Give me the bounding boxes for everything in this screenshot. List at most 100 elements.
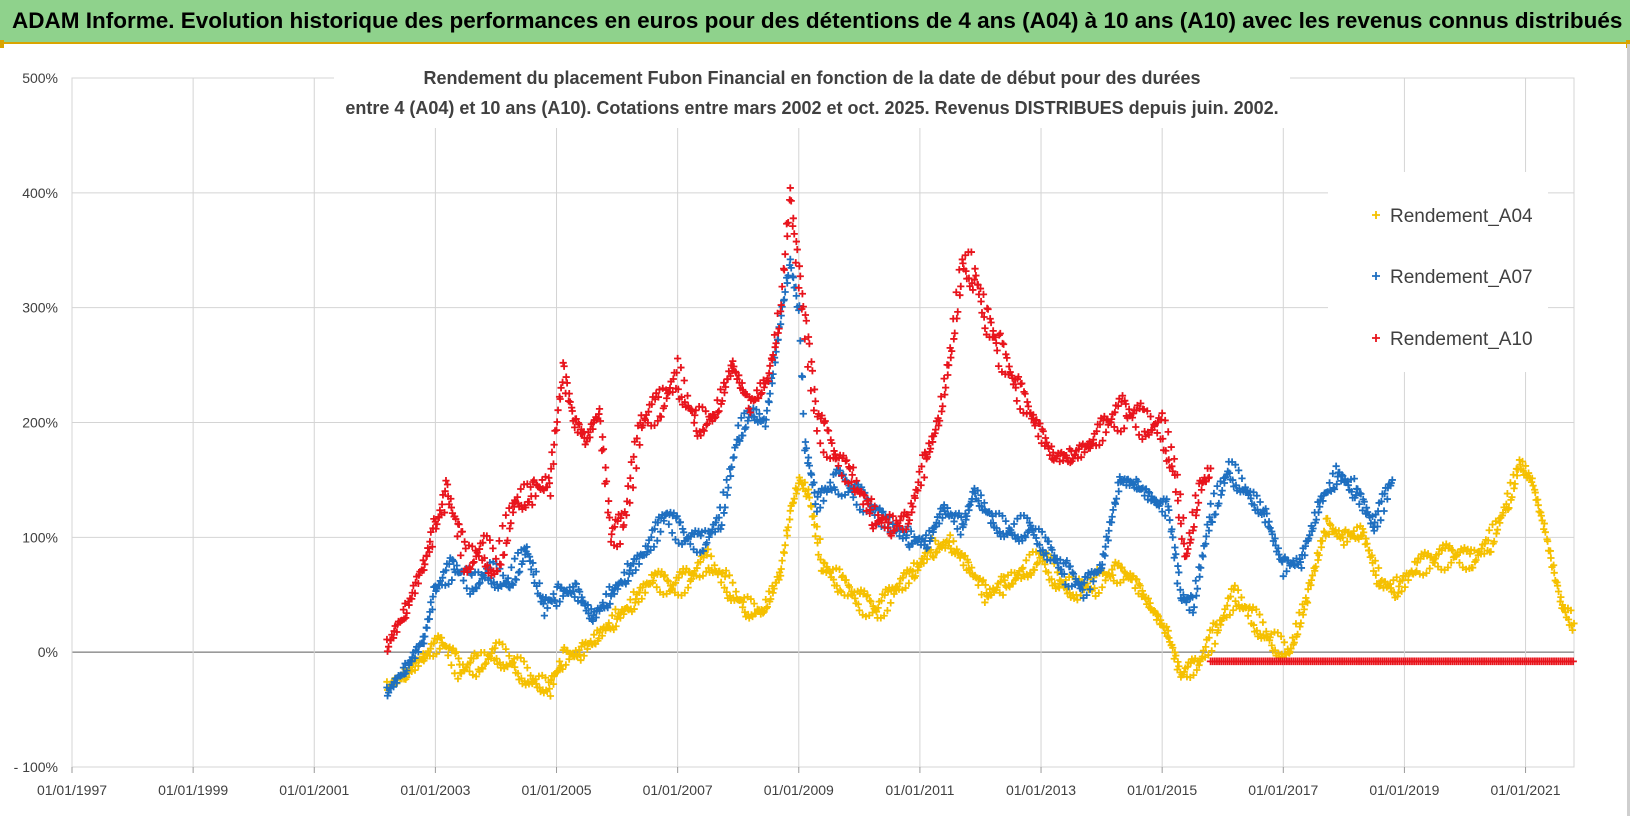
data-point (661, 571, 669, 579)
data-point (403, 666, 411, 675)
data-point (772, 339, 780, 347)
data-point (860, 587, 868, 595)
data-point (826, 478, 834, 487)
data-point (405, 601, 413, 609)
data-point (846, 464, 854, 473)
data-point (586, 433, 594, 441)
data-point (1170, 554, 1178, 562)
data-point (1259, 618, 1267, 626)
data-point (929, 552, 937, 560)
data-point (570, 587, 578, 595)
data-point (1032, 534, 1040, 542)
data-point (483, 532, 491, 540)
data-point (939, 402, 947, 410)
data-point (1211, 510, 1220, 518)
data-point (543, 483, 551, 491)
data-point (673, 512, 681, 520)
data-point (1154, 612, 1162, 620)
data-point (531, 492, 540, 500)
data-point (914, 566, 922, 574)
data-point (1048, 546, 1056, 554)
data-point (951, 329, 959, 337)
data-point (438, 500, 446, 508)
data-point (441, 487, 449, 495)
data-point (799, 303, 807, 311)
data-point (1393, 592, 1401, 600)
data-point (1362, 535, 1370, 543)
data-point (1344, 481, 1352, 489)
data-point (498, 522, 507, 530)
data-point (1026, 521, 1035, 530)
data-point (833, 582, 841, 590)
data-point (1142, 432, 1150, 440)
data-point (1179, 514, 1187, 522)
data-point (819, 448, 828, 456)
data-point (1047, 575, 1056, 583)
data-point (546, 492, 555, 500)
data-point (1223, 602, 1231, 610)
data-point (1021, 390, 1029, 398)
data-point (729, 357, 737, 365)
data-point (546, 692, 555, 700)
data-point (947, 354, 955, 362)
data-point (563, 379, 571, 387)
data-point (813, 507, 821, 516)
x-tick-label: 01/01/2015 (1127, 782, 1197, 798)
data-point (1133, 575, 1141, 584)
data-point (813, 427, 821, 435)
data-point (702, 407, 710, 415)
data-point (1401, 583, 1409, 591)
data-point (421, 655, 429, 663)
data-point (705, 533, 713, 541)
x-tick-label: 01/01/1997 (37, 782, 107, 798)
data-point (1266, 524, 1274, 532)
data-point (1056, 457, 1064, 466)
data-point (883, 606, 892, 615)
data-point (801, 478, 809, 487)
data-point (715, 514, 723, 522)
data-point (1296, 558, 1305, 566)
data-point (792, 259, 800, 267)
data-point (1503, 489, 1511, 498)
data-point (691, 411, 699, 419)
data-point (1231, 597, 1240, 605)
data-point (855, 606, 863, 614)
data-point (384, 689, 393, 697)
data-point (739, 598, 747, 606)
data-point (489, 544, 497, 553)
data-point (1221, 605, 1229, 613)
data-point (737, 414, 745, 422)
data-point (763, 406, 771, 415)
data-point (777, 301, 785, 309)
data-point (511, 555, 519, 563)
data-point (872, 608, 881, 616)
data-point (769, 589, 777, 597)
data-point (881, 591, 889, 599)
data-point (1190, 603, 1198, 611)
data-point (622, 511, 631, 519)
data-point (1176, 586, 1184, 594)
data-point (735, 371, 743, 379)
data-point (483, 561, 492, 569)
y-tick-label: 100% (22, 529, 58, 545)
data-point (503, 536, 512, 545)
data-point (775, 576, 783, 584)
data-point (423, 624, 431, 632)
data-point (946, 531, 954, 539)
data-point (514, 568, 523, 577)
data-point (987, 318, 995, 327)
data-point (1112, 495, 1121, 503)
data-point (468, 542, 476, 550)
data-point (1306, 531, 1314, 539)
data-point (1528, 474, 1536, 482)
data-point (545, 685, 554, 693)
data-point (738, 379, 746, 387)
data-point (620, 521, 628, 529)
data-point (804, 485, 813, 494)
data-point (458, 528, 466, 536)
data-point (1190, 523, 1198, 531)
data-point (862, 612, 870, 621)
data-point (1311, 567, 1319, 575)
data-point (411, 589, 419, 597)
data-point (844, 479, 852, 487)
